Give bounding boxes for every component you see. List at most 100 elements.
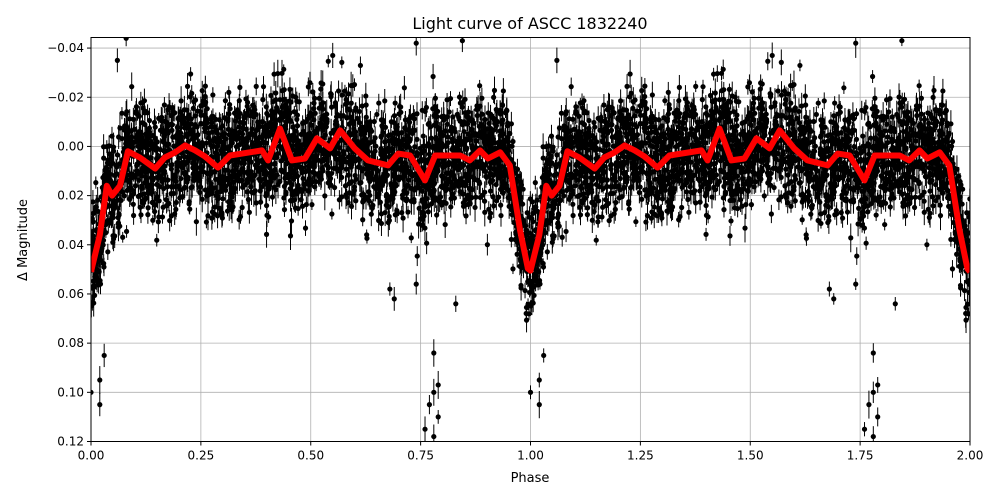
data-point — [628, 71, 633, 76]
data-point — [931, 88, 936, 93]
data-point — [601, 102, 606, 107]
data-point — [826, 218, 831, 223]
data-point — [848, 235, 853, 240]
data-point — [765, 59, 770, 64]
data-point — [405, 209, 410, 214]
data-point — [485, 242, 490, 247]
data-point — [424, 241, 429, 246]
data-point — [528, 196, 533, 201]
data-point — [492, 88, 497, 93]
data-point — [578, 212, 583, 217]
data-point — [329, 211, 334, 216]
data-point — [856, 206, 861, 211]
data-point — [933, 182, 938, 187]
data-point — [482, 117, 487, 122]
data-point — [563, 229, 568, 234]
data-point — [490, 194, 495, 199]
data-point — [610, 111, 615, 116]
data-point — [240, 205, 245, 210]
data-point — [832, 100, 837, 105]
data-point — [854, 253, 859, 258]
data-point — [392, 113, 397, 118]
data-point — [679, 205, 684, 210]
data-point — [847, 136, 852, 141]
data-point — [613, 207, 618, 212]
data-point — [131, 213, 136, 218]
data-point — [260, 97, 265, 102]
data-point — [870, 74, 875, 79]
data-point — [173, 207, 178, 212]
data-point — [415, 253, 420, 258]
data-point — [179, 98, 184, 103]
data-point — [804, 232, 809, 237]
data-point — [254, 84, 259, 89]
data-point — [771, 185, 776, 190]
data-point — [762, 193, 767, 198]
data-point — [344, 97, 349, 102]
data-point — [457, 94, 462, 99]
data-point — [557, 198, 562, 203]
data-point — [570, 202, 575, 207]
data-point — [650, 92, 655, 97]
data-point — [494, 182, 499, 187]
data-point — [393, 100, 398, 105]
data-point — [662, 98, 667, 103]
data-point — [162, 102, 167, 107]
data-point — [161, 205, 166, 210]
data-point — [740, 176, 745, 181]
data-point — [700, 97, 705, 102]
data-point — [430, 74, 435, 79]
data-point — [409, 235, 414, 240]
data-point — [336, 88, 341, 93]
data-point — [931, 95, 936, 100]
data-point — [924, 242, 929, 247]
data-point — [685, 157, 690, 162]
data-point — [742, 226, 747, 231]
data-point — [171, 111, 176, 116]
data-point — [526, 311, 531, 316]
data-point — [309, 202, 314, 207]
data-point — [803, 93, 808, 98]
data-point — [800, 217, 805, 222]
data-point — [363, 93, 368, 98]
data-point — [138, 212, 143, 217]
data-point — [303, 226, 308, 231]
data-point — [387, 218, 392, 223]
data-point — [246, 157, 251, 162]
data-point — [117, 198, 122, 203]
data-point — [131, 202, 136, 207]
data-point — [124, 229, 129, 234]
data-point — [874, 212, 879, 217]
data-point — [188, 71, 193, 76]
data-point — [242, 161, 247, 166]
data-point — [600, 205, 605, 210]
data-point — [922, 117, 927, 122]
data-point — [681, 161, 686, 166]
data-point — [864, 241, 869, 246]
data-point — [769, 211, 774, 216]
data-point — [721, 207, 726, 212]
data-point — [295, 123, 300, 128]
data-point — [639, 197, 644, 202]
data-point — [282, 207, 287, 212]
data-point — [693, 200, 698, 205]
data-point — [333, 100, 338, 105]
data-point — [360, 217, 365, 222]
data-point — [560, 235, 565, 240]
data-point — [254, 200, 259, 205]
data-point — [463, 213, 468, 218]
data-point — [210, 92, 215, 97]
data-point — [301, 176, 306, 181]
data-point — [618, 98, 623, 103]
data-point — [749, 202, 754, 207]
data-point — [326, 59, 331, 64]
data-point — [491, 95, 496, 100]
data-point — [549, 134, 554, 139]
data-point — [779, 60, 784, 65]
data-point — [903, 213, 908, 218]
data-point — [203, 84, 208, 89]
data-point — [339, 60, 344, 65]
data-point — [90, 216, 95, 221]
data-point — [775, 88, 780, 93]
